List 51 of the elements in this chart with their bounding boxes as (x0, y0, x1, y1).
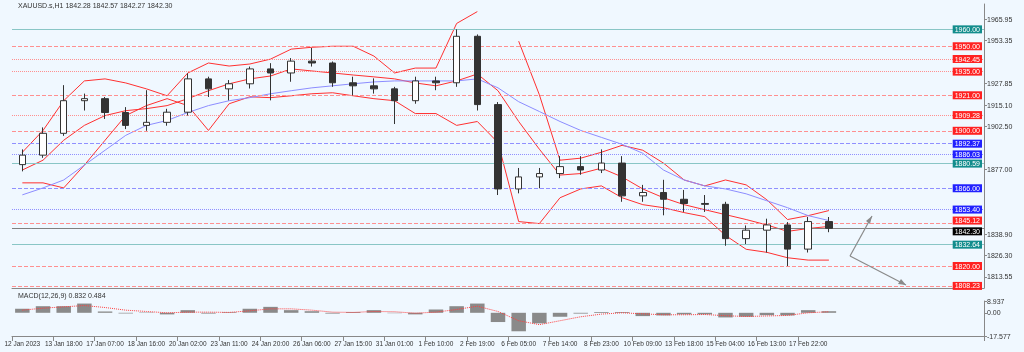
candlestick (163, 108, 171, 127)
candlestick (246, 66, 254, 90)
candlestick (267, 62, 274, 101)
bar (263, 306, 278, 313)
candlestick (701, 194, 709, 213)
candlestick (287, 57, 295, 83)
candlestick (19, 148, 26, 172)
candlestick (81, 93, 88, 111)
candlestick (722, 201, 729, 247)
line-series (21, 305, 830, 326)
candlestick (763, 218, 771, 253)
candlestick (453, 28, 460, 88)
candlestick (494, 101, 502, 196)
candlestick (184, 72, 192, 117)
candlestick (122, 106, 129, 130)
candlestick (391, 86, 398, 125)
bar (470, 303, 485, 313)
candlestick (329, 60, 336, 88)
candlestick (60, 84, 67, 137)
candlestick (618, 155, 626, 203)
bar (56, 306, 71, 313)
candlestick (412, 76, 419, 105)
bar (283, 310, 299, 313)
bar (35, 306, 51, 313)
candlestick (349, 76, 357, 96)
candlestick (577, 155, 584, 176)
candlestick (205, 76, 212, 98)
candlestick (536, 167, 543, 189)
candlestick (474, 33, 481, 111)
candlestick (742, 224, 750, 245)
candlestick (660, 179, 667, 216)
candlestick (225, 79, 233, 101)
bar (490, 312, 506, 323)
bar (532, 312, 547, 324)
candlestick (308, 47, 316, 68)
candlestick (432, 76, 440, 91)
candlestick (101, 96, 109, 120)
bar (77, 303, 92, 313)
bar (552, 312, 568, 317)
candlestick (825, 216, 833, 233)
candlestick (556, 155, 564, 179)
candlestick (370, 77, 378, 95)
candlestick (515, 167, 522, 194)
candlestick (39, 126, 47, 159)
candlestick (143, 89, 150, 132)
bar (511, 312, 526, 332)
candlestick (784, 221, 791, 267)
candlestick (680, 189, 688, 213)
candlestick (804, 216, 812, 253)
candlestick (598, 148, 605, 174)
candlestick (639, 184, 647, 203)
